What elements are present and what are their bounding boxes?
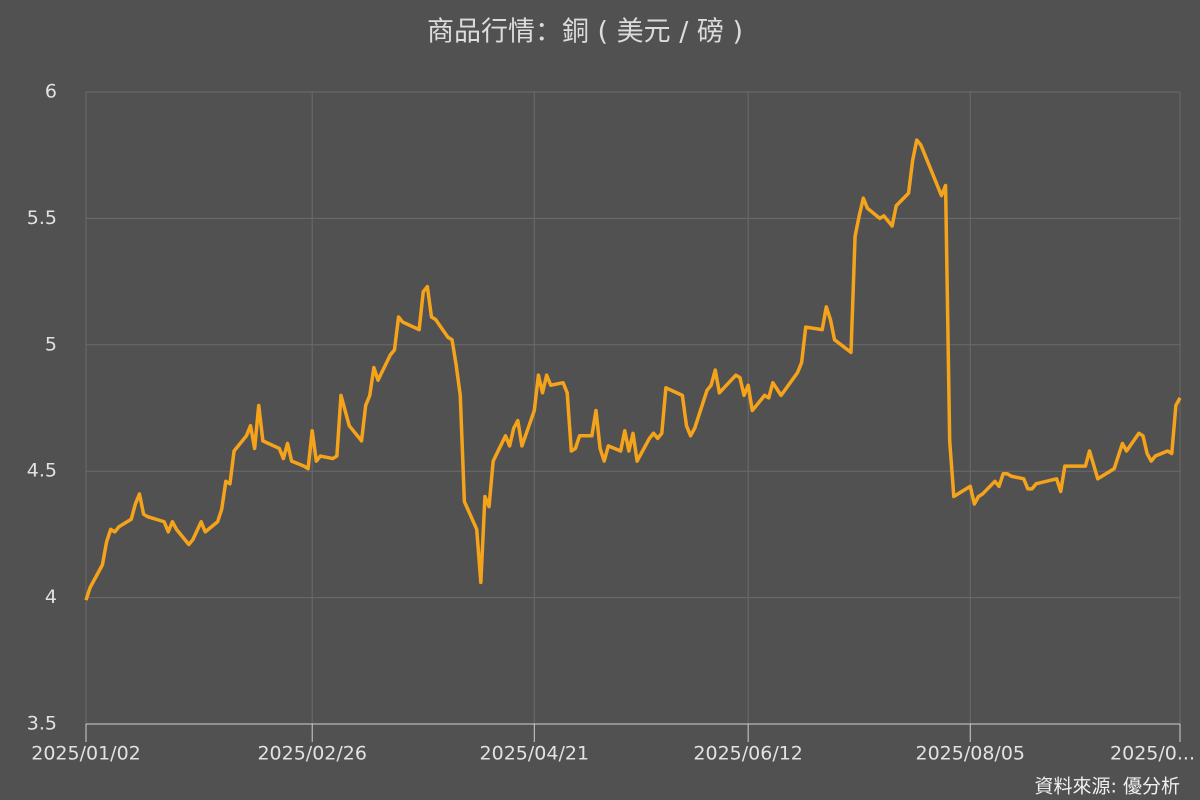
- price-line: [84, 138, 1182, 601]
- y-tick-label: 6: [45, 81, 57, 103]
- chart-title: 商品行情：銅 ( 美元 / 磅 ): [427, 17, 743, 48]
- y-tick-label: 5.5: [27, 207, 57, 229]
- x-tick-label: 2025/0...: [1110, 743, 1195, 765]
- x-tick-label: 2025/02/26: [257, 743, 367, 765]
- y-tick-label: 4.5: [27, 460, 57, 482]
- x-tick-label: 2025/04/21: [480, 743, 590, 765]
- y-tick-label: 4: [45, 586, 57, 608]
- y-tick-label: 3.5: [27, 713, 57, 735]
- source-note: 資料來源: 優分析: [1035, 776, 1180, 798]
- y-tick-label: 5: [45, 333, 57, 355]
- x-tick-label: 2025/06/12: [693, 743, 803, 765]
- x-tick-label: 2025/01/02: [31, 743, 141, 765]
- x-tick-label: 2025/08/05: [915, 743, 1025, 765]
